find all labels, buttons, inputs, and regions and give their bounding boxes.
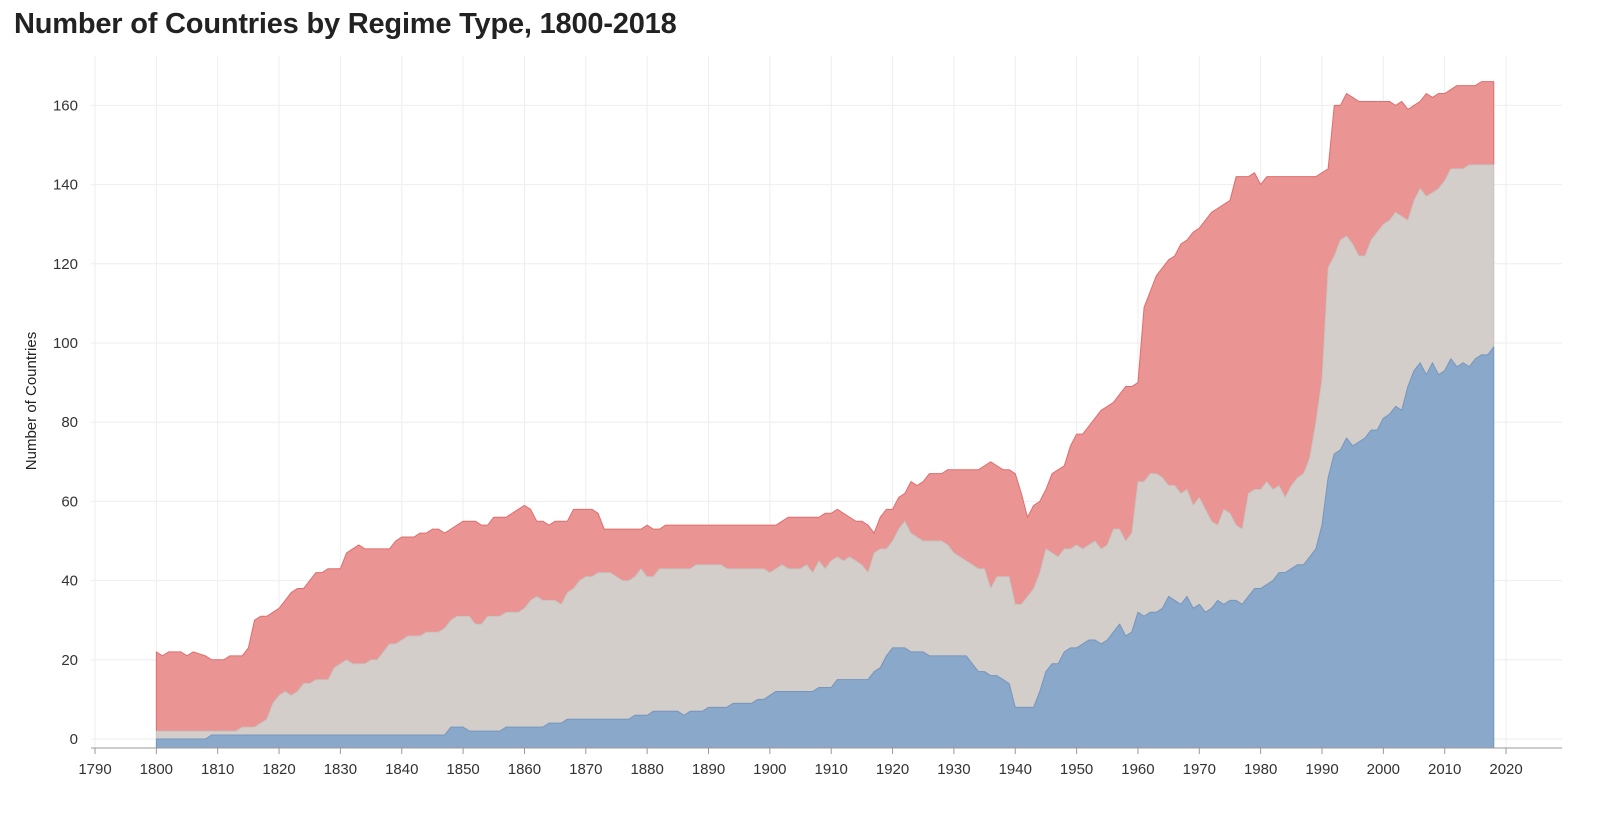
y-tick-label: 120	[53, 256, 78, 273]
x-tick-label: 1830	[324, 761, 357, 778]
y-tick-label: 80	[61, 414, 78, 431]
x-tick-label: 1810	[201, 761, 234, 778]
x-tick-label: 1900	[753, 761, 786, 778]
x-tick-label: 1800	[140, 761, 173, 778]
area-series-1	[155, 346, 1495, 749]
x-tick-label: 1820	[262, 761, 295, 778]
x-tick-label: 1910	[815, 761, 848, 778]
x-tick-label: 1880	[630, 761, 663, 778]
x-tick-label: 1790	[78, 761, 111, 778]
x-tick-label: 1860	[508, 761, 541, 778]
x-tick-label: 1940	[999, 761, 1032, 778]
y-axis-title: Number of Countries	[23, 332, 40, 470]
x-tick-label: 1870	[569, 761, 602, 778]
x-tick-label: 1970	[1183, 761, 1216, 778]
x-tick-label: 2020	[1489, 761, 1522, 778]
axes: 1790 1800 1810 1820 1830 1840 1850 1860 1870 1880…	[53, 97, 1562, 778]
x-tick-label: 1850	[446, 761, 479, 778]
chart-title: Number of Countries by Regime Type, 1800…	[14, 8, 677, 40]
x-tick-label: 1950	[1060, 761, 1093, 778]
x-tick-label: 1980	[1244, 761, 1277, 778]
y-tick-label: 160	[53, 97, 78, 114]
y-tick-label: 40	[61, 573, 78, 590]
x-tick-label: 1990	[1305, 761, 1338, 778]
x-tick-label: 1840	[385, 761, 418, 778]
x-tick-label: 2000	[1367, 761, 1400, 778]
y-tick-label: 0	[70, 731, 78, 748]
x-tick-label: 1920	[876, 761, 909, 778]
x-tick-label: 1930	[937, 761, 970, 778]
y-tick-label: 20	[61, 652, 78, 669]
x-tick-label: 2010	[1428, 761, 1461, 778]
x-tick-label: 1890	[692, 761, 725, 778]
y-tick-label: 60	[61, 493, 78, 510]
x-tick-label: 1960	[1121, 761, 1154, 778]
y-tick-label: 100	[53, 335, 78, 352]
area-series-group	[155, 81, 1495, 749]
y-tick-label: 140	[53, 177, 78, 194]
